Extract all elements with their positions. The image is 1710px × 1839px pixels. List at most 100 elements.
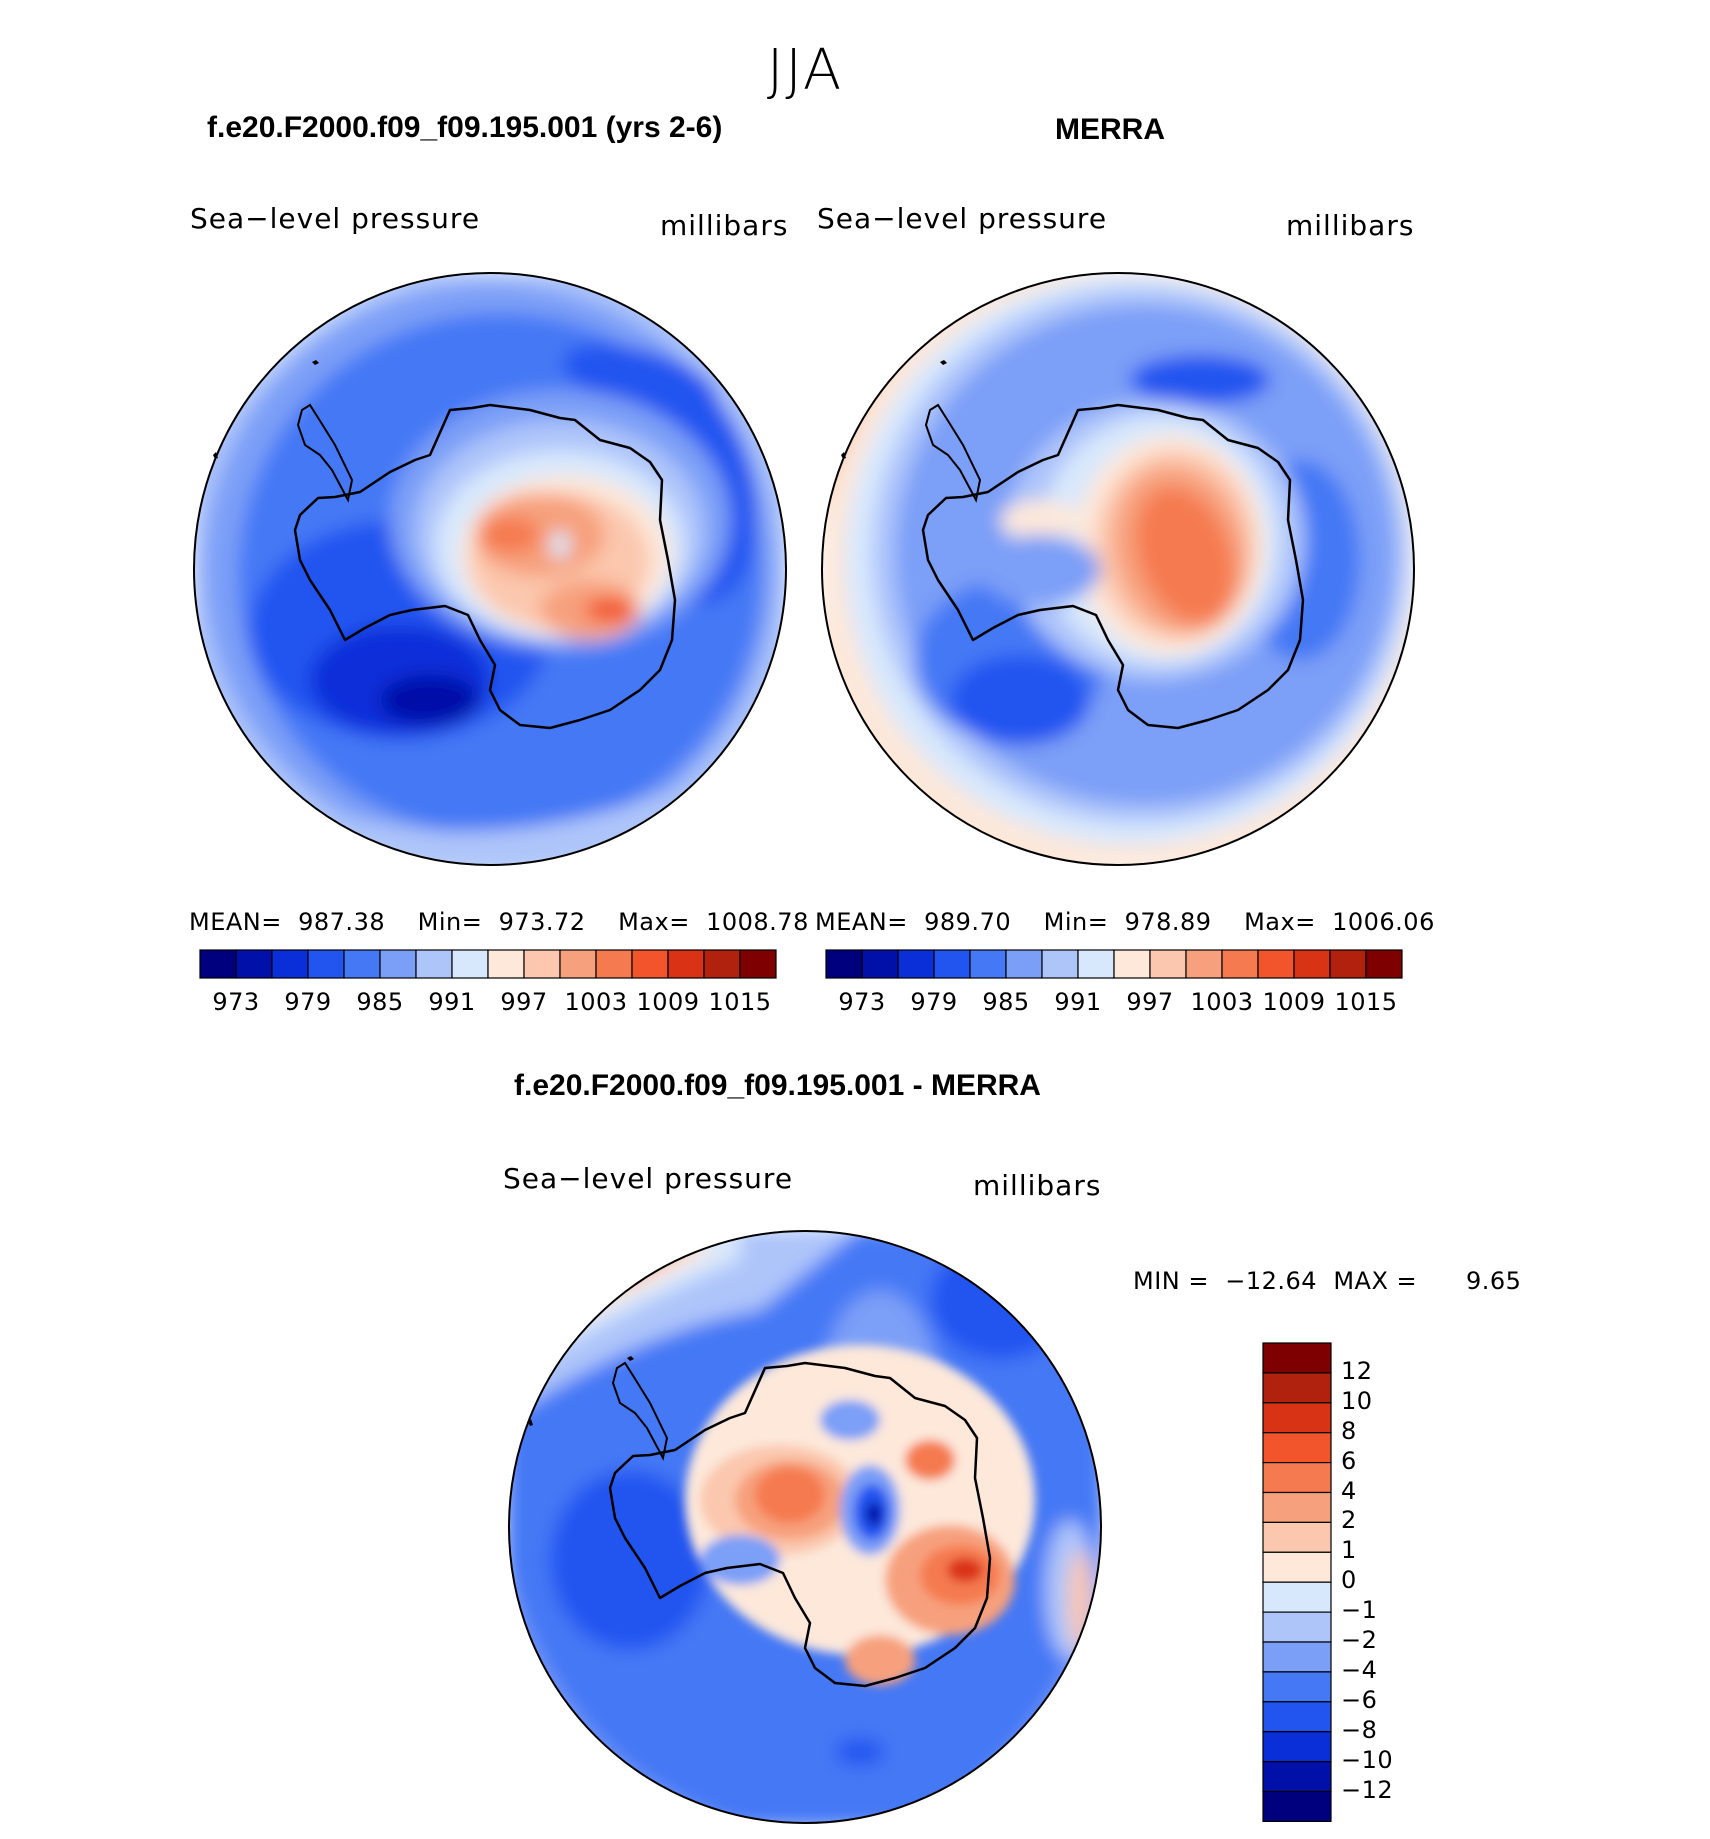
colorbar-swatch	[1262, 1342, 1332, 1374]
min-label: Min=	[417, 908, 483, 936]
colorbar-tick-label: −2	[1341, 1626, 1378, 1654]
colorbar-tick-label: −6	[1341, 1685, 1378, 1714]
colorbar-swatch	[631, 949, 669, 979]
colorbar-swatch	[1262, 1432, 1332, 1464]
colorbar-swatch	[1293, 949, 1331, 979]
min-value: 973.72	[498, 908, 586, 936]
colorbar-swatch	[379, 949, 417, 979]
colorbar-tick-label: 1015	[708, 988, 772, 1016]
colorbar-swatch	[1262, 1372, 1332, 1404]
colorbar-tick-label: 973	[212, 988, 260, 1016]
colorbar-tick-label: 991	[1054, 988, 1102, 1016]
colorbar-tick-label: 985	[356, 988, 404, 1016]
colorbar-swatch	[1257, 949, 1295, 979]
colorbar-swatch	[1262, 1671, 1332, 1703]
max-value: 1006.06	[1332, 908, 1435, 936]
colorbar-tick-label: 1003	[1190, 988, 1254, 1016]
colorbar-swatch	[235, 949, 273, 979]
colorbar-swatch	[523, 949, 561, 979]
colorbar-swatch	[897, 949, 935, 979]
colorbar-swatch	[1113, 949, 1151, 979]
colorbar-swatch	[595, 949, 633, 979]
colorbar-swatch	[1262, 1461, 1332, 1494]
colorbar-tick-label: 1009	[636, 988, 700, 1016]
units-label-merra: millibars	[1286, 209, 1415, 242]
mean-value: 989.70	[924, 908, 1012, 936]
colorbar-swatch	[1262, 1641, 1332, 1673]
max-value: 1008.78	[706, 908, 809, 936]
colorbar-tick-label: −1	[1341, 1596, 1378, 1625]
colorbar-swatch	[1149, 949, 1187, 979]
colorbar-tick-label: 2	[1341, 1506, 1357, 1535]
figure-title: JJA	[766, 38, 844, 103]
colorbar-swatch	[487, 949, 525, 979]
colorbar-swatch	[861, 949, 899, 979]
colorbar-swatch	[271, 949, 309, 979]
units-label-model: millibars	[660, 209, 789, 242]
units-label-difference: millibars	[973, 1169, 1102, 1202]
colorbar-swatch	[969, 949, 1007, 979]
colorbar-swatch	[1262, 1581, 1332, 1613]
colorbar-swatch	[825, 949, 863, 979]
map-difference	[508, 1230, 1102, 1824]
colorbar-tick-label: 10	[1341, 1386, 1373, 1415]
variable-label-model: Sea−level pressure	[190, 202, 481, 235]
colorbar-tick-label: 1003	[564, 988, 628, 1016]
colorbar-swatch	[1262, 1760, 1332, 1793]
variable-label-merra: Sea−level pressure	[817, 202, 1108, 235]
colorbar-tick-label: 979	[284, 988, 332, 1016]
max-label: Max=	[618, 908, 690, 936]
colorbar-swatch	[343, 949, 381, 979]
colorbar-tick-label: −4	[1341, 1655, 1378, 1684]
colorbar-tick-label: 1	[1341, 1536, 1357, 1565]
colorbar-swatch	[667, 949, 705, 979]
colorbar-swatch	[1262, 1790, 1332, 1822]
colorbar-tick-label: 991	[428, 988, 476, 1016]
panel-title-merra: MERRA	[1055, 113, 1165, 146]
min-label: MIN =	[1133, 1267, 1209, 1295]
map-model	[193, 272, 787, 866]
colorbar-tick-label: 973	[838, 988, 886, 1016]
colorbar-swatch	[307, 949, 345, 979]
colorbar-tick-label: 979	[910, 988, 958, 1016]
colorbar-tick-label: −8	[1341, 1715, 1378, 1744]
colorbar-swatch	[1262, 1731, 1332, 1763]
colorbar-tick-label: 12	[1341, 1356, 1373, 1385]
colorbar-swatch	[1262, 1611, 1332, 1643]
colorbar-tick-label: 985	[982, 988, 1030, 1016]
colorbar-tick-label: 6	[1341, 1446, 1357, 1475]
colorbar-swatch	[199, 949, 237, 979]
max-value: 9.65	[1465, 1267, 1522, 1295]
colorbar-swatch	[1365, 949, 1403, 979]
colorbar-tick-label: 1009	[1262, 988, 1326, 1016]
colorbar-tick-label: 997	[500, 988, 548, 1016]
panel-title-model: f.e20.F2000.f09_f09.195.001 (yrs 2-6)	[207, 111, 723, 144]
colorbar-swatch	[559, 949, 597, 979]
colorbar-swatch	[1262, 1491, 1332, 1523]
colorbar-swatch	[1185, 949, 1223, 979]
colorbar-swatch	[1077, 949, 1115, 979]
colorbar-merra	[825, 949, 1403, 979]
colorbar-swatch	[1329, 949, 1367, 979]
colorbar-swatch	[1005, 949, 1043, 979]
colorbar-swatch	[703, 949, 741, 979]
mean-label: MEAN=	[189, 908, 282, 936]
stats-model: MEAN= 987.38 Min= 973.72 Max= 1008.78	[189, 908, 809, 936]
colorbar-difference	[1262, 1342, 1332, 1822]
colorbar-tick-label: −10	[1341, 1745, 1394, 1774]
min-label: Min=	[1043, 908, 1109, 936]
colorbar-swatch	[933, 949, 971, 979]
colorbar-swatch	[1262, 1402, 1332, 1434]
min-value: −12.64	[1225, 1267, 1318, 1295]
max-label: MAX =	[1333, 1267, 1418, 1295]
max-label: Max=	[1244, 908, 1316, 936]
min-value: 978.89	[1124, 908, 1212, 936]
colorbar-swatch	[1221, 949, 1259, 979]
colorbar-swatch	[1262, 1521, 1332, 1553]
mean-value: 987.38	[298, 908, 386, 936]
stats-difference: MIN = −12.64 MAX = 9.65	[1133, 1267, 1521, 1295]
colorbar-swatch	[1262, 1701, 1332, 1733]
colorbar-tick-label: 0	[1341, 1566, 1357, 1595]
colorbar-swatch	[739, 949, 777, 979]
